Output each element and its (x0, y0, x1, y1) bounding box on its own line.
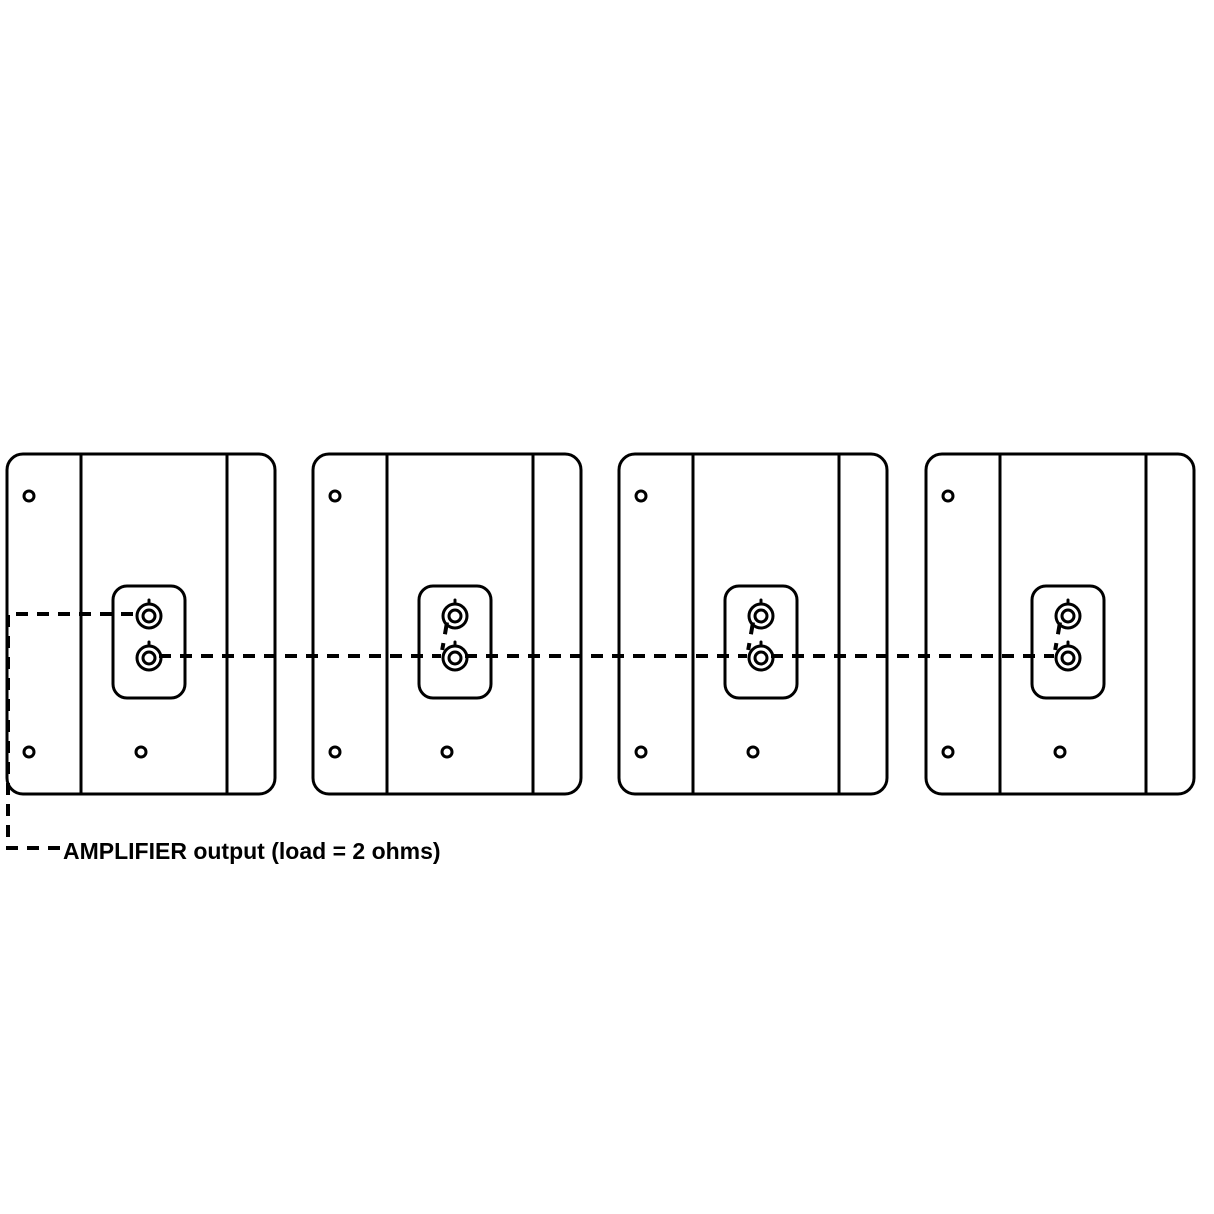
wiring-overlay (0, 0, 1214, 1214)
amplifier-output-label: AMPLIFIER output (load = 2 ohms) (63, 838, 441, 865)
